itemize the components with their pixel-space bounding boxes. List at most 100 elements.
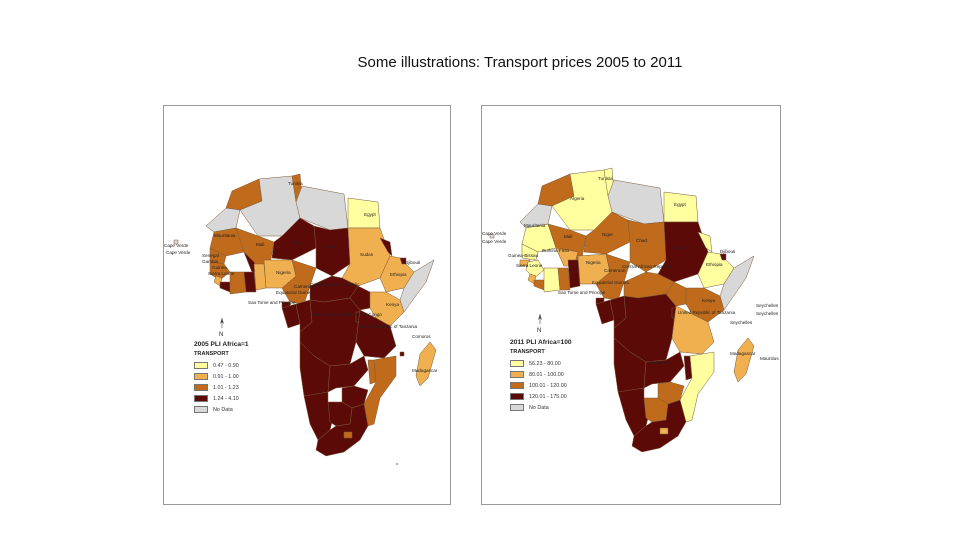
- label-mauritania: Mauritania: [214, 233, 236, 238]
- label-cameroon: Cameroon: [604, 268, 626, 273]
- legend-label: 56.23 - 80.00: [529, 360, 561, 367]
- legend-item-2005-5: No Data: [194, 405, 233, 414]
- label-madagascar: Madagascar: [412, 368, 438, 373]
- legend-label: 120.01 - 175.00: [529, 393, 567, 400]
- region-niger: [583, 211, 631, 255]
- legend-label: No Data: [529, 404, 549, 411]
- north-arrow: N: [537, 314, 542, 334]
- legend-label: No Data: [213, 406, 233, 413]
- label-nigeria: Nigeria: [586, 260, 601, 265]
- legend-item-2011-3: 100.01 - 120.00: [510, 381, 567, 390]
- region-sudan: [657, 221, 709, 283]
- label-egypt: Egypt: [364, 212, 376, 217]
- legend-swatch: [510, 360, 524, 367]
- region-mauritania: [209, 227, 245, 257]
- label-burkina: Burkina Faso: [542, 248, 570, 253]
- region-south-africa: [631, 399, 687, 453]
- region-ghana: [243, 271, 257, 293]
- legend-swatch: [194, 395, 208, 402]
- region-ghana: [557, 267, 571, 291]
- label-nigeria: Nigeria: [276, 270, 291, 275]
- region-cape-verde: [173, 239, 179, 245]
- label-seychelles-1: Seychelles: [756, 303, 779, 308]
- label-mauritius: Mauritius: [760, 356, 779, 361]
- region-djibouti: [719, 253, 727, 261]
- label-madagascar: Madagascar: [730, 351, 756, 356]
- label-car: Central African Republic: [310, 282, 360, 287]
- label-chad: Chad: [636, 238, 647, 243]
- stray-dot: [396, 463, 398, 465]
- legend-item-2011-1: 56.23 - 80.00: [510, 359, 561, 368]
- label-cape-verde-1: Cape Verde: [164, 243, 189, 248]
- label-seychelles-2: Seychelles: [756, 311, 779, 316]
- label-mali: Mali: [256, 242, 264, 247]
- region-cameroon: [595, 253, 631, 301]
- label-tunisia: Tunisia: [598, 176, 613, 181]
- legend-item-2005-2: 0.91 - 1.00: [194, 372, 239, 381]
- label-djibouti: Djibouti: [720, 249, 735, 254]
- legend-swatch: [510, 382, 524, 389]
- region-eritrea: [379, 237, 393, 257]
- region-djibouti: [399, 257, 407, 265]
- legend-subtitle-2011: TRANSPORT: [510, 349, 545, 355]
- label-senegal: Senegal: [202, 253, 219, 258]
- region-zambia: [643, 351, 685, 389]
- region-senegal: [521, 243, 539, 261]
- region-lesotho: [659, 427, 669, 435]
- label-cape-verde-2: Cape Verde: [166, 250, 191, 255]
- label-egypt: Egypt: [674, 202, 686, 207]
- label-tanzania: United Republic of Tanzania: [678, 310, 736, 315]
- legend-label: 1.01 - 1.23: [213, 384, 239, 391]
- label-drc: Democratic Republic of the Congo: [312, 312, 382, 317]
- region-niger: [271, 217, 317, 261]
- region-eritrea: [697, 231, 713, 253]
- region-togo-benin: [253, 263, 267, 291]
- legend-subtitle-2005: TRANSPORT: [194, 351, 229, 357]
- map-2005-panel: Egypt Tunisia Mauritania Mali Niger Chad…: [163, 105, 451, 505]
- region-madagascar: [415, 341, 437, 387]
- region-tanzania: [355, 309, 397, 359]
- label-car: Central African Republic: [622, 264, 672, 269]
- region-western-sahara: [519, 203, 553, 229]
- north-arrow-label: N: [219, 332, 223, 338]
- north-arrow: N: [219, 318, 224, 338]
- region-botswana: [643, 397, 669, 423]
- region-guinea: [525, 259, 545, 279]
- legend-item-2011-5: No Data: [510, 403, 549, 412]
- label-niger: Niger: [291, 240, 302, 245]
- label-eq-guinea: Equatorial Guinea: [592, 280, 629, 285]
- label-sudan: Sudan: [672, 245, 686, 250]
- region-togo-benin: [567, 259, 581, 289]
- region-lesotho: [343, 431, 353, 439]
- label-botswana: Botswana: [650, 360, 671, 365]
- region-kenya: [369, 291, 405, 327]
- legend-title-2011: 2011 PLI Africa=100: [510, 339, 572, 346]
- legend-label: 0.47 - 0.90: [213, 362, 239, 369]
- label-gambia: Gambia: [202, 259, 219, 264]
- legend-title-2005: 2005 PLI Africa=1: [194, 341, 249, 348]
- legend-swatch: [194, 373, 208, 380]
- legend-swatch: [194, 406, 208, 413]
- label-cape-verde-2: Cape Verde: [482, 239, 507, 244]
- legend-swatch: [194, 384, 208, 391]
- map-2011-panel: Tunisia Algeria Egypt Mauritania Mali Ni…: [481, 105, 781, 505]
- africa-map-2005: Egypt Tunisia Mauritania Mali Niger Chad…: [164, 173, 438, 457]
- legend-item-2011-2: 80.01 - 100.00: [510, 370, 564, 379]
- label-eq-guinea: Equatorial Guinea: [276, 290, 313, 295]
- legend-label: 80.01 - 100.00: [529, 371, 564, 378]
- label-sao-tome: Sao Tome and Principe: [248, 300, 296, 305]
- region-comoros: [399, 351, 405, 357]
- region-sudan: [341, 227, 391, 287]
- region-zambia: [327, 355, 369, 393]
- label-chad: Chad: [324, 244, 335, 249]
- label-mali: Mali: [564, 234, 572, 239]
- region-madagascar: [733, 337, 755, 383]
- label-cape-verde-1: Cape Verde: [482, 231, 507, 236]
- label-tunisia: Tunisia: [288, 181, 303, 186]
- legend-label: 0.91 - 1.00: [213, 373, 239, 380]
- legend-item-2011-4: 120.01 - 175.00: [510, 392, 567, 401]
- legend-item-2005-3: 1.01 - 1.23: [194, 383, 239, 392]
- region-mauritania: [521, 223, 557, 253]
- legend-swatch: [194, 362, 208, 369]
- region-cape-verde: [489, 233, 495, 239]
